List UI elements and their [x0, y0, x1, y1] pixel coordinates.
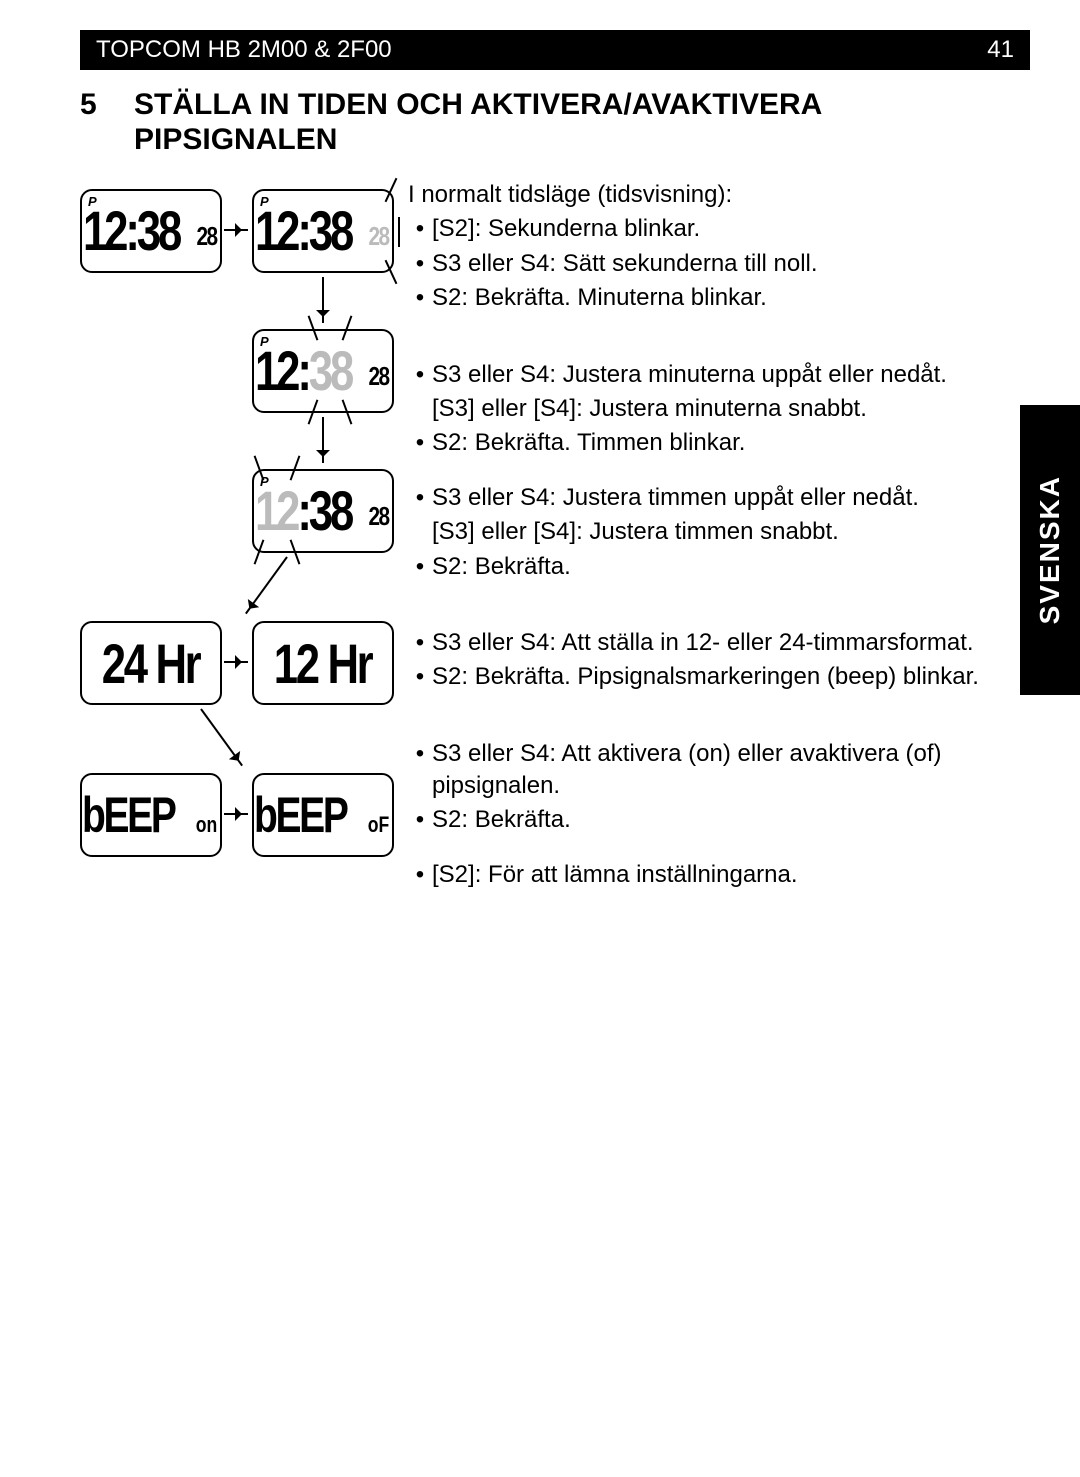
instructions-column: I normalt tidsläge (tidsvisning): •[S2]:…: [390, 179, 1030, 893]
lcd-screen-beep-off: bEEPoF: [252, 773, 394, 857]
arrow-diag-icon: [245, 556, 288, 614]
step-list-a: •[S2]: Sekunderna blinkar. •S3 eller S4:…: [408, 213, 1030, 314]
step-text: S3 eller S4: Att ställa in 12- eller 24-…: [432, 627, 974, 659]
step-text: S3 eller S4: Sätt sekunderna till noll.: [432, 248, 818, 280]
section-number: 5: [80, 88, 134, 123]
diagram-column: P 12:3828 P 12:3828 P 12:3828: [80, 179, 390, 999]
header-bar: TOPCOM HB 2M00 & 2F00 41: [80, 30, 1030, 70]
step-text: S2: Bekräfta. Pipsignalsmarkeringen (bee…: [432, 661, 979, 693]
step-list-d: •S3 eller S4: Att ställa in 12- eller 24…: [408, 627, 1030, 694]
step-text: S2: Bekräfta. Timmen blinkar.: [432, 427, 745, 459]
language-tab-label: SVENSKA: [1034, 475, 1066, 624]
step-text: S3 eller S4: Justera minuterna uppåt ell…: [432, 359, 947, 391]
manual-page: TOPCOM HB 2M00 & 2F00 41 5 STÄLLA IN TID…: [0, 0, 1080, 1477]
step-text: [S2]: Sekunderna blinkar.: [432, 213, 700, 245]
step-text: [S2]: För att lämna inställningarna.: [432, 859, 798, 891]
lcd-screen-beep-on: bEEPon: [80, 773, 222, 857]
header-model: TOPCOM HB 2M00 & 2F00: [96, 36, 392, 64]
lcd-screen-24hr: 24 Hr: [80, 621, 222, 705]
step-text: S2: Bekräfta.: [432, 804, 571, 836]
section-title: 5 STÄLLA IN TIDEN OCH AKTIVERA/AVAKTIVER…: [80, 88, 1030, 157]
language-tab: SVENSKA: [1020, 405, 1080, 695]
step-text: [S3] eller [S4]: Justera timmen snabbt.: [432, 516, 839, 548]
step-text: S2: Bekräfta.: [432, 551, 571, 583]
arrow-diag-icon: [200, 708, 243, 766]
step-list-e: •S3 eller S4: Att aktivera (on) eller av…: [408, 738, 1030, 837]
lcd-screen-12hr: 12 Hr: [252, 621, 394, 705]
step-text: S3 eller S4: Justera timmen uppåt eller …: [432, 482, 919, 514]
step-text: [S3] eller [S4]: Justera minuterna snabb…: [432, 393, 867, 425]
step-list-c: •S3 eller S4: Justera timmen uppåt eller…: [408, 482, 1030, 583]
step-text: S3 eller S4: Att aktivera (on) eller ava…: [432, 738, 1030, 803]
lcd-screen-3: P 12:3828: [252, 329, 394, 413]
section-heading: STÄLLA IN TIDEN OCH AKTIVERA/AVAKTIVERA …: [134, 88, 1030, 157]
arrow-right-icon: [224, 229, 248, 231]
intro-line: I normalt tidsläge (tidsvisning):: [408, 179, 1030, 211]
header-page-number: 41: [987, 36, 1014, 64]
lcd-screen-1: P 12:3828: [80, 189, 222, 273]
arrow-right-icon: [224, 661, 248, 663]
step-list-f: •[S2]: För att lämna inställningarna.: [408, 859, 1030, 891]
arrow-down-icon: [322, 277, 324, 323]
step-text: S2: Bekräfta. Minuterna blinkar.: [432, 282, 767, 314]
arrow-down-icon: [322, 417, 324, 463]
lcd-screen-4: P 12:3828: [252, 469, 394, 553]
lcd-screen-2: P 12:3828: [252, 189, 394, 273]
arrow-right-icon: [224, 813, 248, 815]
step-list-b: •S3 eller S4: Justera minuterna uppåt el…: [408, 359, 1030, 460]
